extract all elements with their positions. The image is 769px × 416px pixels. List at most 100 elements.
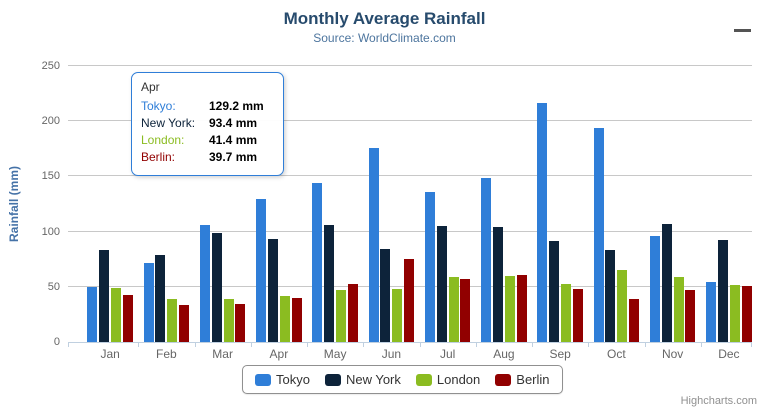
y-axis-label: 100 — [41, 225, 60, 238]
bar-tokyo-apr[interactable] — [256, 199, 267, 342]
bar-new-york-oct[interactable] — [605, 249, 616, 342]
highcharts-credit-link[interactable]: Highcharts.com — [680, 395, 757, 407]
bar-london-mar[interactable] — [223, 298, 234, 342]
bar-new-york-jul[interactable] — [436, 226, 447, 342]
tooltip-series-value: 93.4 mm — [209, 116, 258, 130]
x-axis-tick — [194, 342, 196, 347]
bar-tokyo-nov[interactable] — [649, 236, 660, 342]
chart-subtitle: Source: WorldClimate.com — [313, 31, 456, 45]
bar-berlin-oct[interactable] — [629, 298, 640, 342]
bar-tokyo-oct[interactable] — [593, 127, 604, 342]
tooltip-header: Apr — [141, 80, 160, 94]
bar-tokyo-jan[interactable] — [87, 286, 98, 342]
y-axis-title: Rainfall (mm) — [7, 166, 21, 243]
legend-symbol — [324, 373, 341, 386]
bar-tokyo-sep[interactable] — [537, 103, 548, 342]
plot-area — [68, 65, 752, 347]
tooltip-series-value: 39.7 mm — [209, 150, 258, 164]
bar-new-york-aug[interactable] — [492, 226, 503, 342]
tooltip-row: New York: 93.4 mm — [141, 115, 274, 132]
bar-berlin-may[interactable] — [347, 283, 358, 342]
legend-label: London — [436, 372, 481, 387]
bar-berlin-aug[interactable] — [516, 275, 527, 342]
bar-london-may[interactable] — [336, 290, 347, 342]
bar-new-york-may[interactable] — [324, 224, 335, 342]
x-axis-tick — [475, 342, 477, 347]
bar-berlin-nov[interactable] — [685, 290, 696, 342]
legend-label: New York — [345, 372, 401, 387]
bar-berlin-sep[interactable] — [572, 289, 583, 342]
x-axis-label-feb: Feb — [156, 347, 177, 361]
hamburger-bar — [734, 29, 751, 32]
bar-tokyo-may[interactable] — [312, 183, 323, 342]
bar-tokyo-mar[interactable] — [199, 224, 210, 342]
bar-new-york-jun[interactable] — [380, 248, 391, 342]
gridline — [68, 120, 752, 122]
x-axis-label-nov: Nov — [661, 347, 684, 361]
bar-london-nov[interactable] — [673, 276, 684, 342]
y-axis-label: 150 — [41, 170, 60, 183]
gridline — [68, 230, 752, 232]
bar-london-aug[interactable] — [504, 276, 515, 342]
legend-label: Tokyo — [276, 372, 310, 387]
bar-berlin-feb[interactable] — [179, 305, 190, 342]
bar-london-jun[interactable] — [392, 288, 403, 342]
legend-label: Berlin — [516, 372, 550, 387]
bar-tokyo-aug[interactable] — [481, 178, 492, 342]
bar-tokyo-dec[interactable] — [706, 281, 717, 342]
tooltip-row: Berlin: 39.7 mm — [141, 149, 274, 166]
chart-title: Monthly Average Rainfall — [283, 9, 486, 28]
x-axis-label-apr: Apr — [269, 347, 289, 361]
x-axis-label-jun: Jun — [381, 347, 402, 361]
x-axis-label-jan: Jan — [100, 347, 120, 361]
bar-berlin-apr[interactable] — [291, 298, 302, 342]
x-axis-label-dec: Dec — [718, 347, 740, 361]
tooltip-row: Tokyo: 129.2 mm — [141, 98, 274, 115]
bar-london-jan[interactable] — [111, 288, 122, 342]
bar-london-feb[interactable] — [167, 299, 178, 342]
legend-item-tokyo[interactable]: Tokyo — [255, 372, 310, 387]
bar-london-apr[interactable] — [279, 296, 290, 342]
tooltip-row: London: 41.4 mm — [141, 132, 274, 149]
bar-new-york-apr[interactable] — [267, 238, 278, 342]
legend-item-new-york[interactable]: New York — [324, 372, 401, 387]
y-axis-label: 200 — [41, 115, 60, 128]
bar-london-jul[interactable] — [448, 276, 459, 342]
tooltip-series-label: Tokyo: — [141, 99, 176, 113]
legend-item-london[interactable]: London — [415, 372, 481, 387]
x-axis-tick — [751, 342, 752, 347]
tooltip-series-label: London: — [141, 133, 185, 147]
legend-symbol — [495, 373, 512, 386]
hamburger-menu-icon[interactable] — [732, 19, 754, 39]
x-axis-label-mar: Mar — [212, 347, 233, 361]
bar-new-york-sep[interactable] — [549, 241, 560, 342]
bar-london-sep[interactable] — [561, 284, 572, 342]
tooltip-series-label: New York: — [141, 116, 196, 130]
legend-symbol — [415, 373, 432, 386]
bar-london-dec[interactable] — [729, 285, 740, 342]
bar-berlin-jan[interactable] — [122, 295, 133, 342]
bar-tokyo-feb[interactable] — [143, 263, 154, 342]
tooltip-series-value: 41.4 mm — [209, 133, 258, 147]
x-axis-tick — [419, 342, 421, 347]
bar-london-oct[interactable] — [617, 270, 628, 342]
x-axis-tick — [588, 342, 590, 347]
bar-new-york-dec[interactable] — [717, 240, 728, 342]
bar-new-york-feb[interactable] — [155, 255, 166, 342]
bar-berlin-jun[interactable] — [404, 258, 415, 342]
x-axis-line — [68, 342, 752, 343]
gridline — [68, 65, 752, 66]
bar-tokyo-jul[interactable] — [424, 192, 435, 342]
x-axis-tick — [644, 342, 646, 347]
bar-berlin-dec[interactable] — [741, 285, 752, 342]
bar-berlin-jul[interactable] — [460, 278, 471, 342]
bar-new-york-mar[interactable] — [211, 233, 222, 342]
y-axis-label: 250 — [41, 60, 60, 72]
legend-symbol — [255, 373, 271, 386]
bar-tokyo-jun[interactable] — [368, 147, 379, 342]
bar-new-york-nov[interactable] — [661, 224, 672, 342]
legend-item-berlin[interactable]: Berlin — [495, 372, 550, 387]
bar-berlin-mar[interactable] — [235, 303, 246, 342]
bar-new-york-jan[interactable] — [99, 249, 110, 342]
x-axis-tick — [363, 342, 365, 347]
